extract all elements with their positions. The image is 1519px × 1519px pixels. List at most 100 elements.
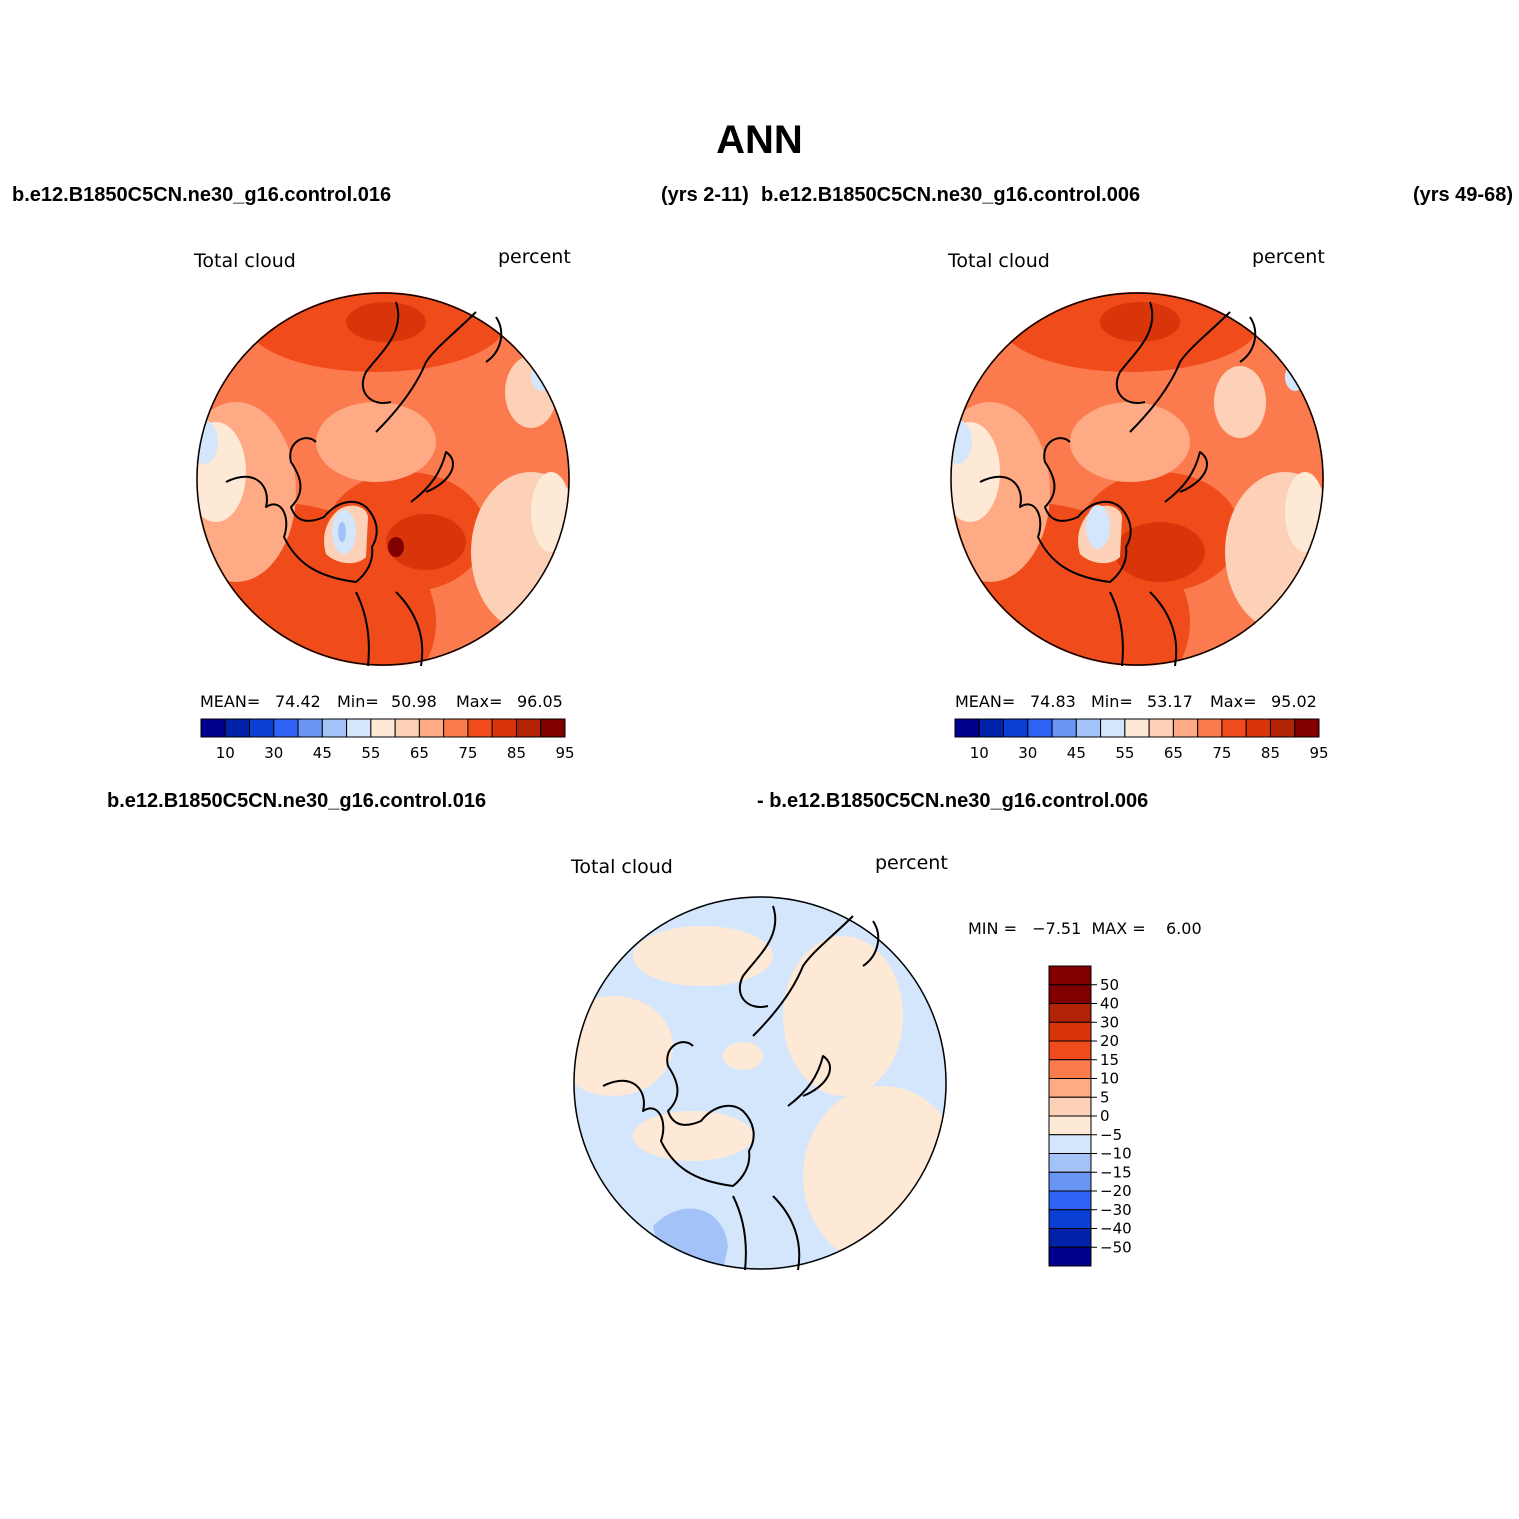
panel3-colorbar-swatch-14 [1048, 1228, 1092, 1248]
panel1-map-border [196, 292, 570, 666]
panel2-colorbar-swatch-12 [1245, 718, 1271, 738]
panel1-variable-label: Total cloud [194, 250, 296, 272]
panel2-colorbar-swatch-8 [1148, 718, 1174, 738]
top-right-case-label: b.e12.B1850C5CN.ne30_g16.control.006 [761, 184, 1141, 206]
panel3-colorbar-tick-label: 50 [1100, 976, 1119, 994]
panel3-colorbar-tick-label: 5 [1100, 1088, 1110, 1106]
panel1-max-spot [388, 537, 404, 557]
panel1-east-low [471, 472, 570, 632]
panel2-northeast-lowest [1285, 363, 1305, 391]
panel1-northeast-lowest [531, 363, 551, 391]
panel3-colorbar-swatch-0 [1048, 965, 1092, 986]
panel3-colorbar-swatch-8 [1048, 1115, 1092, 1136]
top-right-years-label: (yrs 49-68) [1412, 184, 1513, 206]
panel2-colorbar-swatch-0 [954, 718, 980, 738]
panel2-colorbar-swatch-10 [1197, 718, 1223, 738]
diff-case-b-label: - b.e12.B1850C5CN.ne30_g16.control.006 [757, 790, 1149, 812]
panel1-colorbar-swatch-4 [297, 718, 323, 738]
panel2-east-lower [1285, 472, 1324, 552]
panel1-east-lower [531, 472, 570, 552]
panel1-colorbar: 10 30 45 55 65 75 85 95 [200, 718, 575, 762]
panel2-colorbar-swatch-14 [1294, 718, 1320, 738]
panel1-max-value: 96.05 [517, 692, 563, 711]
panel1-mean-label: MEAN= [200, 692, 261, 711]
panel2-max-value: 95.02 [1271, 692, 1317, 711]
panel1-greenland-min [338, 522, 346, 542]
panel2-mean-label: MEAN= [955, 692, 1016, 711]
panel3-colorbar-tick-label: −15 [1100, 1163, 1132, 1181]
panel3-colorbar-swatch-1 [1048, 984, 1092, 1004]
panel2-colorbar-tick-label: 75 [1212, 744, 1231, 762]
panel2-colorbar-swatch-1 [978, 718, 1005, 738]
panel1-colorbar-swatch-5 [321, 718, 348, 738]
panel2-coastlines [979, 301, 1257, 667]
panel1-pole-moderate [316, 402, 436, 482]
panel3-colorbar-tick-label: −20 [1100, 1182, 1132, 1200]
panel1-colorbar-swatch-12 [491, 718, 517, 738]
panel2-colorbar-tick-label: 10 [970, 744, 989, 762]
panel3-colorbar-swatch-11 [1048, 1171, 1092, 1192]
panel3-colorbar-swatch-13 [1048, 1209, 1092, 1229]
panel2-colorbar-tick-label: 65 [1164, 744, 1183, 762]
panel2-colorbar-tick-label: 45 [1067, 744, 1086, 762]
panel1-colorbar-swatch-3 [273, 718, 299, 738]
panel1-colorbar-tick-label: 85 [507, 744, 526, 762]
panel2-arctic-core [1115, 522, 1205, 582]
panel3-north-positive [633, 926, 773, 986]
panel3-colorbar-tick-label: 40 [1100, 995, 1119, 1013]
top-left-case-label: b.e12.B1850C5CN.ne30_g16.control.016 [12, 184, 392, 206]
panel1-colorbar-swatch-2 [249, 718, 275, 738]
figure-title: ANN [716, 118, 803, 162]
panel1-colorbar-swatch-1 [224, 718, 251, 738]
panel1-colorbar-swatch-7 [370, 718, 396, 738]
panel1-colorbar-tick-label: 10 [216, 744, 235, 762]
panel3-colorbar-swatch-2 [1048, 1003, 1092, 1023]
panel1-colorbar-tick-label: 95 [555, 744, 574, 762]
panel3-colorbar-swatch-6 [1048, 1078, 1092, 1098]
panel1-colorbar-tick-label: 75 [458, 744, 477, 762]
panel3-colorbar-tick-label: 30 [1100, 1013, 1119, 1031]
panel1-colorbar-swatch-10 [443, 718, 469, 738]
panel1-pacific-core [346, 302, 426, 342]
panel2-east-low [1225, 472, 1324, 632]
panel3-variable-label: Total cloud [571, 856, 673, 878]
panel1-colorbar-tick-label: 55 [361, 744, 380, 762]
panel2-colorbar-tick-label: 30 [1018, 744, 1037, 762]
panel3-colorbar-tick-label: 10 [1100, 1070, 1119, 1088]
panel2-colorbar-tick-label: 95 [1309, 744, 1328, 762]
panel3-colorbar-tick-label: −50 [1100, 1238, 1132, 1256]
diff-case-a-label: b.e12.B1850C5CN.ne30_g16.control.016 [107, 790, 487, 812]
panel1-colorbar-swatch-13 [515, 718, 542, 738]
panel2-greenland-low [1086, 505, 1110, 549]
panel1-colorbar-swatch-9 [418, 718, 445, 738]
panel3-colorbar-tick-label: 20 [1100, 1032, 1119, 1050]
panel3-south-positive [633, 1111, 753, 1161]
panel2-min-label: Min= [1091, 692, 1133, 711]
panel2-colorbar-swatch-2 [1003, 718, 1029, 738]
panel3-colorbar-swatch-10 [1048, 1153, 1092, 1173]
panel3-minmax-label: MIN = −7.51 MAX = 6.00 [968, 919, 1202, 938]
panel2-colorbar-swatch-7 [1124, 718, 1150, 738]
panel1-units-label: percent [498, 246, 571, 268]
panel2-colorbar: 10 30 45 55 65 75 85 95 [954, 718, 1329, 762]
panel2-colorbar-swatch-5 [1075, 718, 1102, 738]
panel1-colorbar-swatch-6 [346, 718, 372, 738]
panel2-colorbar-swatch-6 [1100, 718, 1126, 738]
panel1-min-label: Min= [337, 692, 379, 711]
panel3-colorbar-swatch-9 [1048, 1134, 1092, 1154]
panel3-colorbar-tick-label: 0 [1100, 1107, 1110, 1125]
panel2-max-label: Max= [1210, 692, 1257, 711]
panel2-colorbar-swatch-11 [1221, 718, 1247, 738]
panel3-colorbar-tick-label: −5 [1100, 1126, 1122, 1144]
panel2-mean-value: 74.83 [1030, 692, 1076, 711]
panel2-units-label: percent [1252, 246, 1325, 268]
panel3-colorbar-tick-label: −40 [1100, 1220, 1132, 1238]
panel3-colorbar-tick-label: −30 [1100, 1201, 1132, 1219]
panel1-min-value: 50.98 [391, 692, 437, 711]
panel2-colorbar-tick-label: 85 [1261, 744, 1280, 762]
panel2-colorbar-tick-label: 55 [1115, 744, 1134, 762]
panel1-colorbar-swatch-11 [467, 718, 493, 738]
panel3-colorbar-swatch-15 [1048, 1246, 1092, 1267]
panel3-colorbar-swatch-3 [1048, 1021, 1092, 1042]
